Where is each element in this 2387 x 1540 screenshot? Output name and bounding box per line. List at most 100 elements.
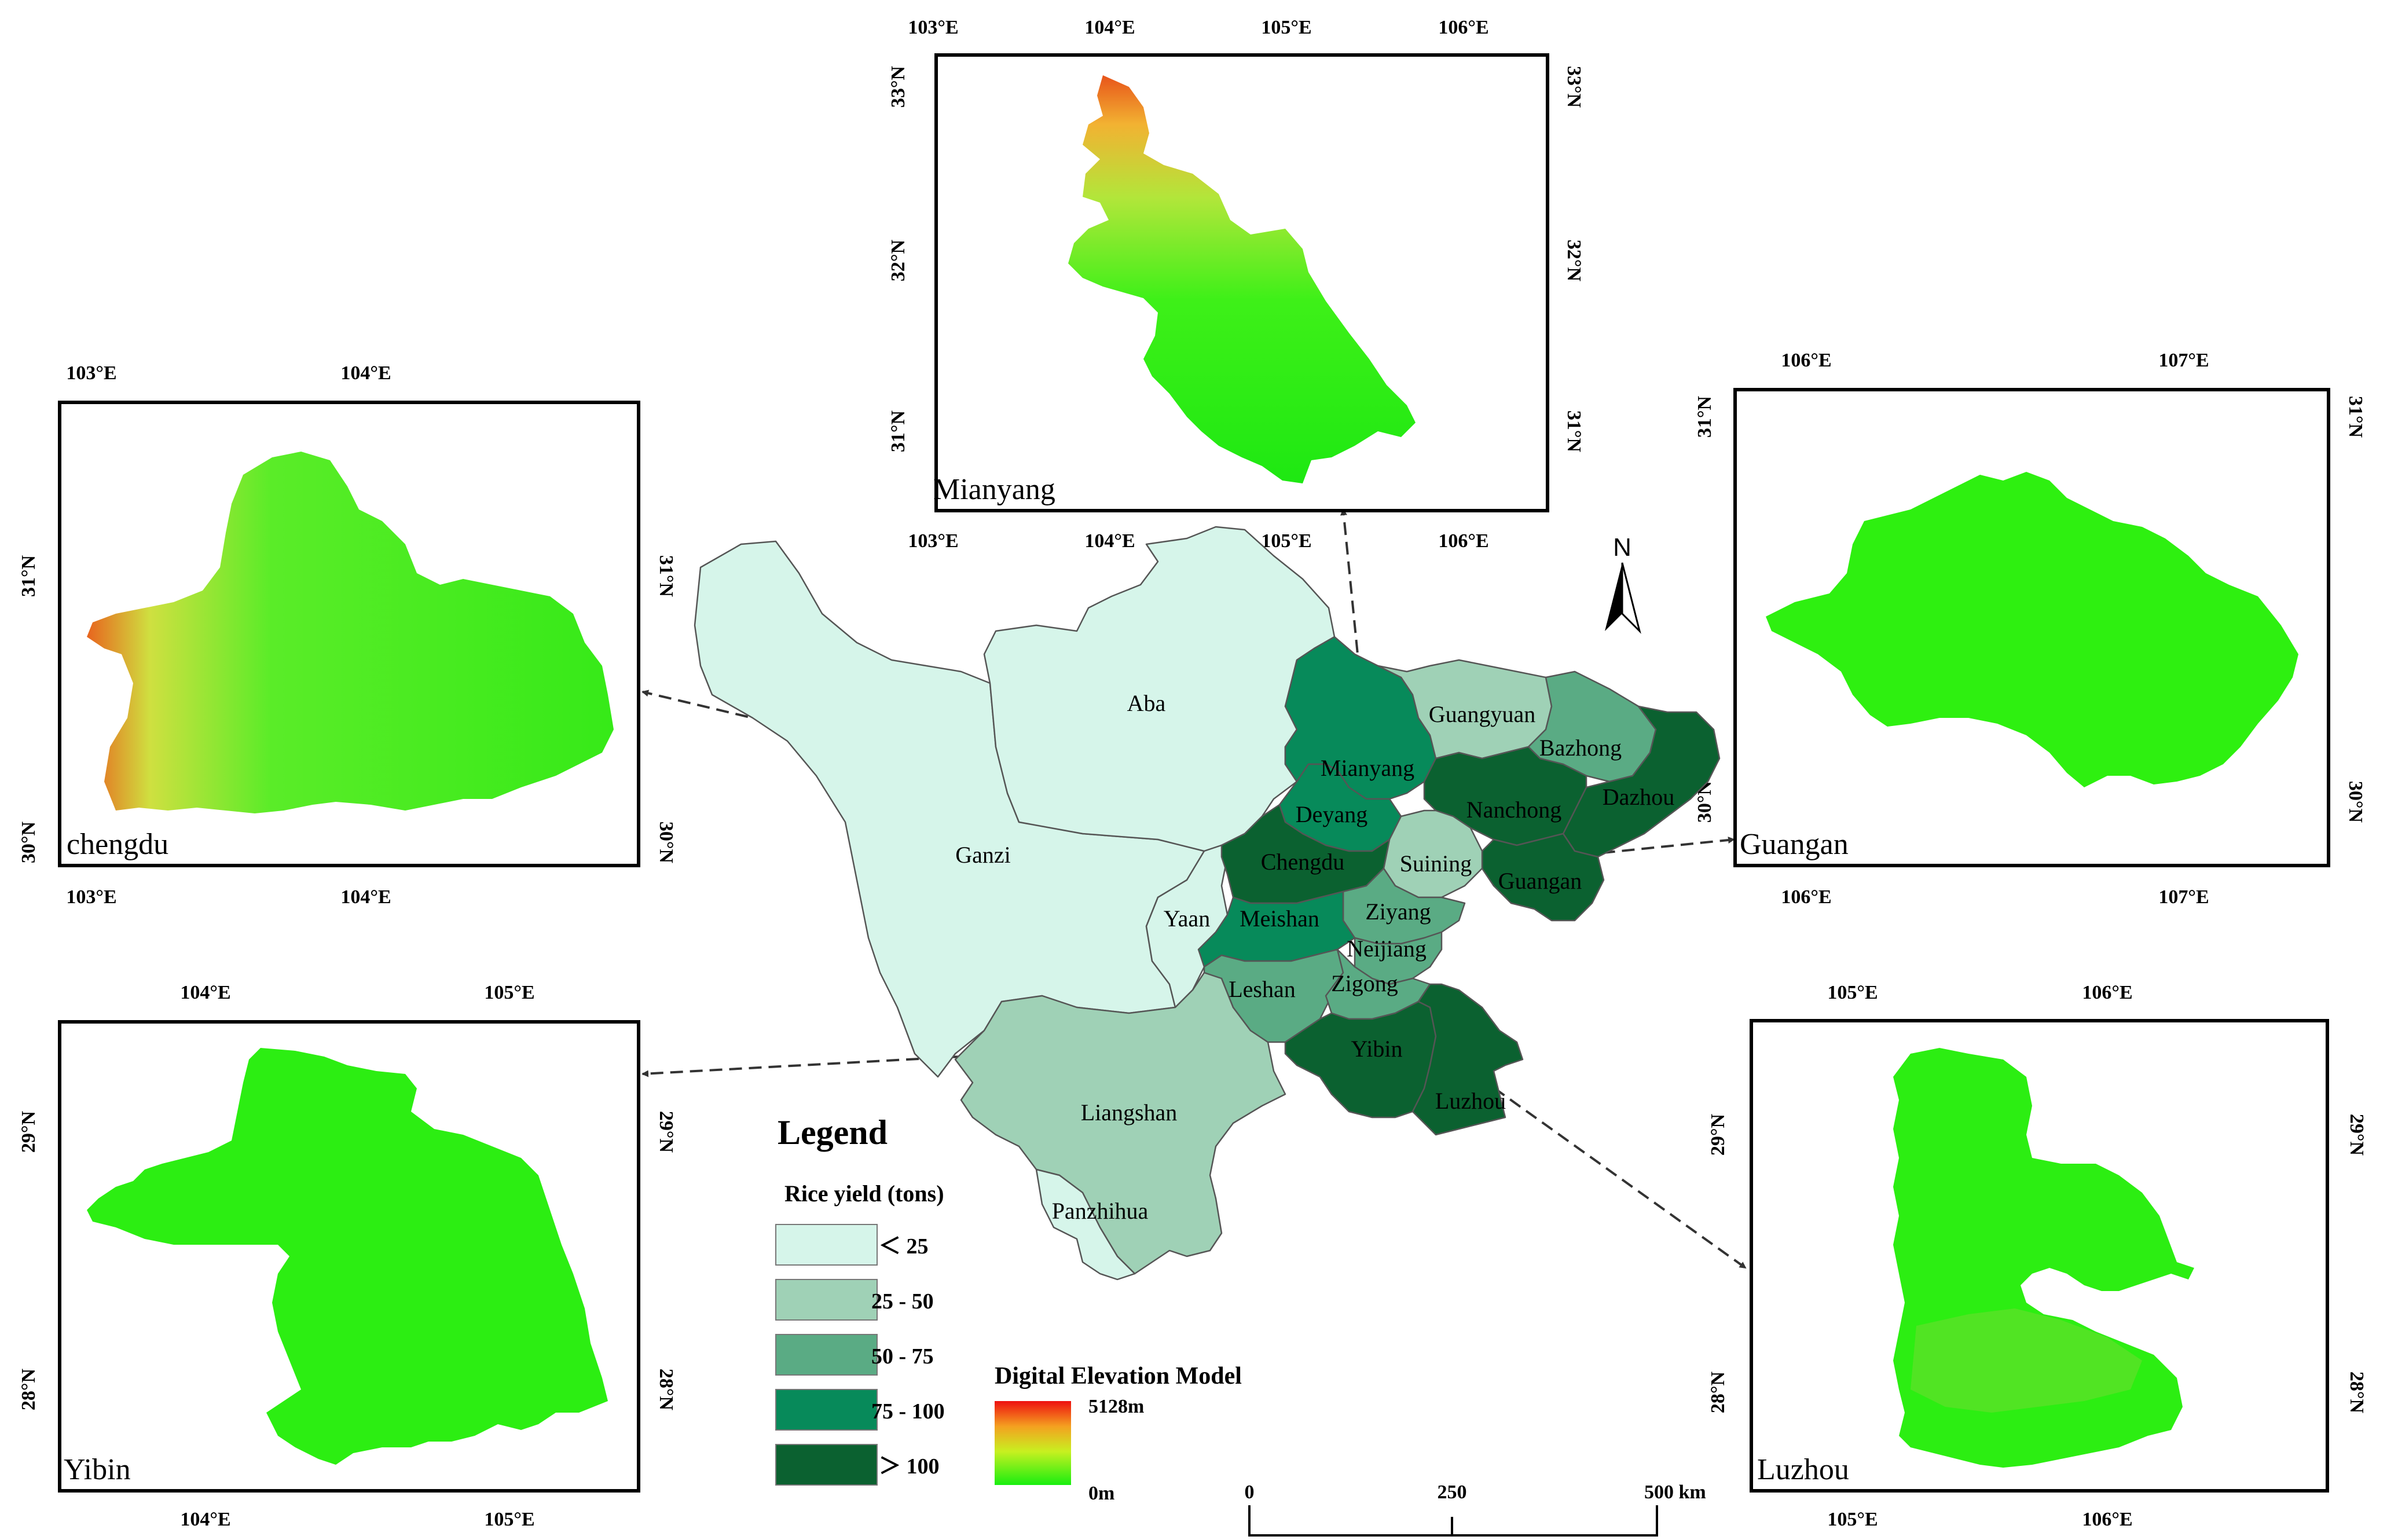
inset-luzhou-hills [1911,1308,2142,1413]
legend-swatch-4: ＞ 100 [775,1444,940,1486]
tick-label: 104°E [180,982,230,1003]
region-label-liangshan: Liangshan [1081,1099,1178,1125]
legend-swatch-1: 25 - 50 [775,1279,934,1321]
region-label-leshan: Leshan [1229,976,1296,1002]
legend-swatch [775,1389,878,1431]
tick-label: 31°N [18,555,39,597]
region-label-ganzi: Ganzi [955,842,1011,868]
scale-bar: 0 250 500 km [1245,1482,1706,1537]
legend: Legend Rice yield (tons) ＜ 25 25 - 50 50… [775,1113,945,1486]
inset-luzhou-lon-ticks-top: 105°E 106°E [1827,982,2132,1003]
inset-guangan-lat-ticks-right: 31°N 30°N [2345,396,2366,823]
inset-mianyang-lat-ticks-left: 33°N 32°N 31°N [888,65,909,452]
inset-mianyang: Mianyang 103°E 104°E 105°E 106°E 103°E 1… [888,17,1585,552]
inset-yibin-lat-ticks-right: 29°N 28°N [655,1111,677,1411]
tick-label: 33°N [888,65,909,108]
tick-label: 28°N [2346,1372,2367,1414]
inset-yibin-lon-ticks-bottom: 104°E 105°E [180,1509,534,1530]
legend-swatch [775,1224,878,1266]
inset-yibin-lat-ticks-left: 29°N 28°N [18,1110,39,1410]
region-dazhou [1562,705,1721,858]
dem-min-label: 0m [1088,1483,1114,1504]
tick-label: 105°E [1827,1509,1878,1530]
north-arrow: N [1605,533,1641,634]
tick-label: 30°N [655,822,677,864]
scale-label-0: 0 [1245,1482,1255,1503]
region-label-yaan: Yaan [1164,905,1210,932]
dem-legend: Digital Elevation Model 5128m 0m [995,1363,1242,1504]
inset-mianyang-lat-ticks-right: 33°N 32°N 31°N [1563,66,1585,453]
inset-guangan-lon-ticks-top: 106°E 107°E [1781,350,2209,371]
tick-label: 31°N [888,410,909,452]
tick-label: 103°E [908,17,958,38]
inset-yibin-lon-ticks-top: 104°E 105°E [180,982,534,1003]
legend-swatch-2: 50 - 75 [775,1334,934,1376]
region-label-nanchong: Nanchong [1466,797,1561,823]
region-guangan [1481,833,1605,922]
legend-class-label: 25 - 50 [871,1289,934,1314]
tick-label: 106°E [2082,1509,2132,1530]
tick-label: 106°E [1438,17,1488,38]
tick-label: 31°N [1563,410,1585,453]
tick-label: 32°N [1563,240,1585,282]
scale-label-250: 250 [1438,1482,1467,1503]
region-label-suining: Suining [1400,850,1472,877]
region-yaan [1145,844,1240,1009]
tick-label: 103°E [66,362,116,384]
region-label-luzhou: Luzhou [1435,1088,1506,1114]
inset-chengdu: chengdu 103°E 104°E 103°E 104°E 31°N 30°… [18,362,677,908]
tick-label: 29°N [2346,1114,2367,1156]
inset-guangan-lon-ticks-bottom: 106°E 107°E [1781,886,2209,908]
legend-swatch [775,1334,878,1376]
tick-label: 105°E [1261,530,1311,552]
legend-class-label: ＜ 25 [879,1234,929,1259]
legend-class-label: 75 - 100 [871,1399,945,1424]
region-label-deyang: Deyang [1296,801,1367,827]
tick-label: 103°E [908,530,958,552]
inset-chengdu-lon-ticks-top: 103°E 104°E [66,362,391,384]
tick-label: 29°N [655,1111,677,1153]
inset-chengdu-terrain [87,452,614,813]
dem-color-ramp [995,1401,1071,1485]
inset-guangan-name: Guangan [1740,828,1849,861]
region-label-panzhihua: Panzhihua [1052,1198,1149,1224]
tick-label: 103°E [66,886,116,908]
dem-max-label: 5128m [1088,1396,1144,1417]
tick-label: 105°E [484,1509,534,1530]
tick-label: 105°E [1827,982,1878,1003]
region-label-mianyang: Mianyang [1321,755,1414,781]
inset-yibin-name: Yibin [64,1453,131,1486]
north-arrow-label: N [1613,533,1631,562]
legend-subtitle: Rice yield (tons) [784,1180,944,1207]
scale-label-500: 500 km [1644,1482,1706,1503]
legend-swatch [775,1444,878,1486]
inset-chengdu-lon-ticks-bottom: 103°E 104°E [66,886,391,908]
region-labels: Aba Ganzi Yaan Panzhihua Liangshan Guang… [955,690,1674,1224]
inset-mianyang-name: Mianyang [933,473,1055,506]
legend-swatch-3: 75 - 100 [775,1389,945,1431]
tick-label: 33°N [1563,66,1585,108]
region-label-bazhong: Bazhong [1539,735,1622,761]
region-label-dazhou: Dazhou [1603,784,1674,810]
inset-mianyang-terrain [1068,75,1416,483]
region-label-zigong: Zigong [1331,970,1398,996]
dem-legend-title: Digital Elevation Model [995,1363,1242,1389]
inset-luzhou-terrain [1893,1048,2194,1468]
inset-chengdu-lat-ticks-left: 31°N 30°N [18,555,39,863]
legend-class-label: 50 - 75 [871,1344,934,1369]
region-panzhihua [1035,1168,1136,1281]
inset-luzhou: Luzhou 105°E 106°E 105°E 106°E 29°N 28°N… [1707,982,2367,1530]
region-label-yibin: Yibin [1351,1036,1403,1062]
legend-swatch-0: ＜ 25 [775,1224,929,1266]
region-luzhou [1411,983,1524,1136]
tick-label: 30°N [18,821,39,863]
region-label-guangan: Guangan [1498,868,1582,894]
tick-label: 28°N [1707,1371,1729,1413]
tick-label: 31°N [655,555,677,597]
tick-label: 107°E [2158,350,2209,371]
region-label-chengdu: Chengdu [1261,849,1344,875]
tick-label: 104°E [1084,17,1135,38]
tick-label: 30°N [2345,781,2366,823]
region-label-guangyuan: Guangyuan [1429,701,1535,727]
tick-label: 106°E [1781,350,1831,371]
